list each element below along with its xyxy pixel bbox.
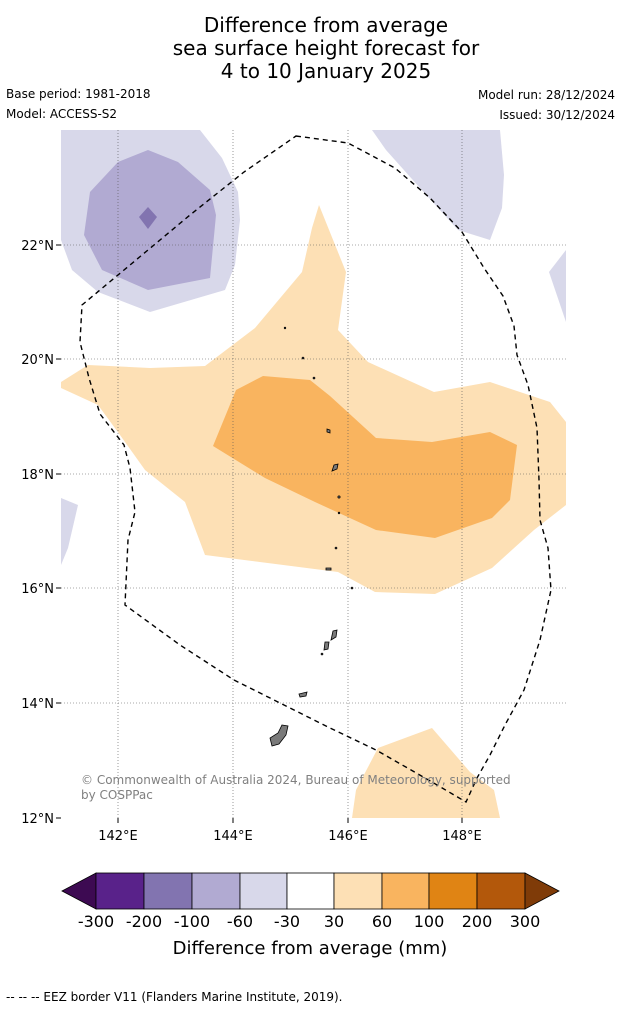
- contour-neg-light-west: [61, 498, 78, 565]
- lat-label: 22°N: [21, 239, 54, 254]
- colorbar-segment: [143, 872, 193, 910]
- colorbar-segment: [95, 872, 145, 910]
- colorbar-extend-high: [524, 872, 560, 910]
- colorbar-segment: [286, 872, 335, 910]
- island-alamagan: [337, 495, 341, 499]
- colorbar-segment: [239, 872, 288, 910]
- model-text: Model: ACCESS-S2: [6, 107, 118, 121]
- contour-neg-strong: [139, 207, 157, 229]
- eez-border: [79, 135, 552, 803]
- colorbar-tick-label: 100: [414, 912, 445, 931]
- colorbar-tick-label: -30: [274, 912, 300, 931]
- contour-neg-light-northeast: [372, 130, 504, 240]
- island-anatahan: [325, 567, 332, 571]
- colorbar-tick-label: 60: [372, 912, 392, 931]
- lat-label: 14°N: [21, 697, 54, 712]
- island-maug: [301, 356, 305, 360]
- colorbar-tick-label: 300: [510, 912, 541, 931]
- colorbar-tick-label: -200: [126, 912, 162, 931]
- island-rota: [298, 691, 308, 698]
- island-sarigan: [334, 546, 338, 550]
- colorbar-tick-label: -300: [78, 912, 114, 931]
- axis-ticks: [56, 244, 463, 823]
- colorbar-ticks: -300 -200 -100 -60 -30 30 60 100 200 300: [78, 912, 540, 931]
- island-tinian: [323, 641, 330, 651]
- contour-pos-light-south: [352, 728, 500, 818]
- lon-label: 144°E: [213, 829, 253, 844]
- colorbar-segment: [428, 872, 478, 910]
- lat-label: 20°N: [21, 353, 54, 368]
- colorbar-segment: [476, 872, 526, 910]
- colorbar: [61, 872, 560, 910]
- anomaly-contours: [61, 130, 566, 818]
- island-guguan: [337, 511, 341, 515]
- island-guam: [269, 724, 289, 747]
- colorbar-segment: [191, 872, 241, 910]
- copyright-line-2: by COSPPac: [81, 788, 153, 802]
- lon-label: 142°E: [98, 829, 138, 844]
- island-farallon-de-medinilla: [350, 586, 354, 590]
- colorbar-label: Difference from average (mm): [173, 938, 448, 959]
- base-period-text: Base period: 1981-2018: [6, 87, 151, 101]
- colorbar-segment: [333, 872, 383, 910]
- colorbar-tick-label: -60: [227, 912, 253, 931]
- contour-pos-medium: [213, 376, 517, 538]
- model-run-text: Model run: 28/12/2024: [477, 88, 615, 102]
- colorbar-segment: [381, 872, 430, 910]
- axis-labels: 142°E 144°E 146°E 148°E 22°N 20°N 18°N 1…: [21, 239, 482, 844]
- island-agrihan: [326, 428, 331, 434]
- title-line-3: 4 to 10 January 2025: [220, 59, 432, 83]
- lat-label: 16°N: [21, 582, 54, 597]
- contour-neg-light-east: [549, 250, 566, 322]
- colorbar-tick-label: 30: [324, 912, 344, 931]
- copyright-line-1: © Commonwealth of Australia 2024, Bureau…: [81, 773, 511, 787]
- island-asuncion: [312, 376, 316, 380]
- island-saipan: [330, 629, 338, 641]
- island-aguijan: [320, 652, 324, 656]
- lon-label: 148°E: [442, 829, 482, 844]
- islands: [269, 326, 354, 747]
- colorbar-tick-label: 200: [462, 912, 493, 931]
- lon-label: 146°E: [328, 829, 368, 844]
- map-title: Difference from average sea surface heig…: [0, 14, 621, 83]
- colorbar-extend-low: [61, 872, 97, 910]
- issued-text: Issued: 30/12/2024: [499, 108, 615, 122]
- gridlines: [61, 130, 566, 818]
- colorbar-tick-label: -100: [174, 912, 210, 931]
- island-farallon-de-pajaros: [283, 326, 287, 330]
- title-line-1: Difference from average: [203, 13, 449, 37]
- title-line-2: sea surface height forecast for: [172, 36, 480, 60]
- lat-label: 12°N: [21, 812, 54, 827]
- eez-footnote: -- -- -- EEZ border V11 (Flanders Marine…: [6, 990, 343, 1004]
- lat-label: 18°N: [21, 468, 54, 483]
- copyright-notice: © Commonwealth of Australia 2024, Bureau…: [81, 773, 511, 802]
- island-pagan: [331, 463, 339, 472]
